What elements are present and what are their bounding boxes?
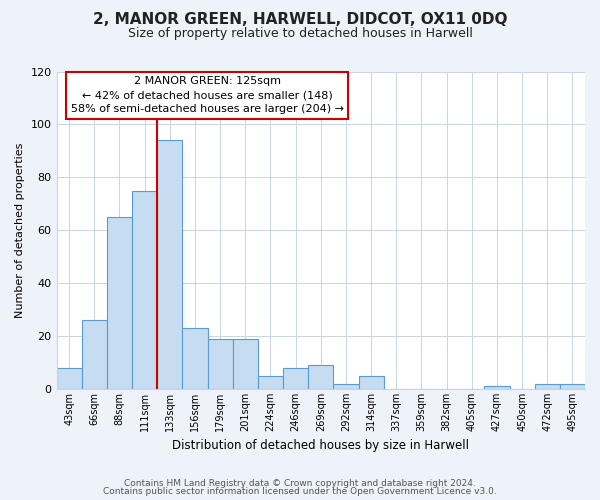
Bar (82, 320, 107, 389)
Bar (535, 384, 560, 389)
Bar (258, 376, 283, 389)
Text: 2 MANOR GREEN: 125sqm
← 42% of detached houses are smaller (148)
58% of semi-det: 2 MANOR GREEN: 125sqm ← 42% of detached … (71, 76, 344, 114)
Bar (233, 338, 258, 389)
Bar (484, 386, 509, 389)
Text: Contains HM Land Registry data © Crown copyright and database right 2024.: Contains HM Land Registry data © Crown c… (124, 478, 476, 488)
Bar (107, 217, 132, 389)
Bar (334, 384, 359, 389)
Bar (132, 190, 157, 389)
Text: 2, MANOR GREEN, HARWELL, DIDCOT, OX11 0DQ: 2, MANOR GREEN, HARWELL, DIDCOT, OX11 0D… (93, 12, 507, 28)
Bar (56, 368, 82, 389)
Bar (283, 368, 308, 389)
Bar (308, 365, 334, 389)
Bar (359, 376, 383, 389)
Text: Size of property relative to detached houses in Harwell: Size of property relative to detached ho… (128, 28, 472, 40)
Bar (560, 384, 585, 389)
Text: Contains public sector information licensed under the Open Government Licence v3: Contains public sector information licen… (103, 487, 497, 496)
X-axis label: Distribution of detached houses by size in Harwell: Distribution of detached houses by size … (172, 440, 469, 452)
Bar (182, 328, 208, 389)
Y-axis label: Number of detached properties: Number of detached properties (15, 142, 25, 318)
Bar (208, 338, 233, 389)
Bar (157, 140, 182, 389)
